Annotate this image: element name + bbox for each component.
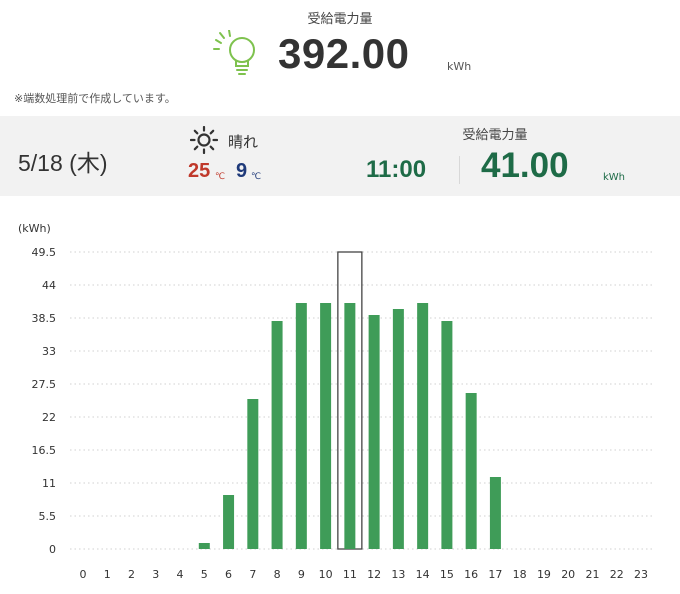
- summary-unit: kWh: [447, 60, 472, 73]
- x-tick-label: 12: [367, 568, 381, 581]
- bar-hour-13[interactable]: [392, 309, 404, 549]
- x-tick-label: 1: [104, 568, 111, 581]
- x-tick-label: 6: [225, 568, 232, 581]
- bar-hour-8[interactable]: [271, 321, 283, 549]
- y-tick-label: 44: [42, 279, 56, 292]
- x-tick-label: 22: [610, 568, 624, 581]
- y-tick-label: 5.5: [39, 510, 57, 523]
- selected-value: 41.00: [481, 146, 569, 185]
- x-tick-label: 4: [177, 568, 184, 581]
- bar-hour-15[interactable]: [441, 321, 453, 549]
- bars: [198, 251, 501, 550]
- x-axis-ticks: 0 1 2 3 4 5 6 7 8 9 10 11 12 13 14 15 16 17 18 19 20 21 22 23: [80, 568, 648, 581]
- x-tick-label: 19: [537, 568, 551, 581]
- summary-label: 受給電力量: [307, 12, 373, 27]
- x-tick-label: 21: [585, 568, 599, 581]
- bar-hour-17[interactable]: [489, 477, 501, 549]
- y-tick-label: 49.5: [32, 246, 57, 259]
- x-tick-label: 10: [319, 568, 333, 581]
- bar-hour-14[interactable]: [417, 303, 429, 549]
- x-tick-label: 0: [80, 568, 87, 581]
- y-tick-label: 27.5: [32, 378, 57, 391]
- bar-hour-7[interactable]: [247, 399, 259, 549]
- y-axis-label: (kWh): [18, 222, 51, 235]
- x-tick-label: 9: [298, 568, 305, 581]
- bar-hour-10[interactable]: [320, 303, 332, 549]
- y-tick-label: 0: [49, 543, 56, 556]
- x-tick-label: 23: [634, 568, 648, 581]
- y-tick-label: 16.5: [32, 444, 57, 457]
- y-tick-label: 22: [42, 411, 56, 424]
- x-tick-label: 14: [416, 568, 430, 581]
- day-info-bar: 5/18 (木): [0, 116, 680, 196]
- sun-icon: [190, 126, 218, 154]
- y-tick-label: 33: [42, 345, 56, 358]
- temp-low-unit: ℃: [251, 172, 262, 182]
- y-axis-ticks: 0 5.5 11 16.5 22 27.5 33 38.5 44 49.5: [32, 246, 57, 556]
- temp-high-unit: ℃: [215, 172, 226, 182]
- rounding-note: ※端数処理前で作成しています。: [14, 92, 176, 105]
- x-tick-label: 18: [513, 568, 527, 581]
- selected-label: 受給電力量: [462, 128, 528, 143]
- bar-hour-11[interactable]: [344, 303, 356, 549]
- x-tick-label: 16: [464, 568, 478, 581]
- x-tick-label: 15: [440, 568, 454, 581]
- y-tick-label: 11: [42, 477, 56, 490]
- date-label: 5/18 (木): [18, 150, 108, 176]
- summary-value: 392.00: [278, 30, 410, 77]
- temp-low: 9: [236, 160, 248, 182]
- bar-hour-9[interactable]: [295, 303, 307, 549]
- bar-hour-16[interactable]: [465, 393, 477, 549]
- selected-divider: [459, 156, 460, 184]
- bar-hour-12[interactable]: [368, 315, 380, 549]
- x-tick-label: 3: [152, 568, 159, 581]
- y-tick-label: 38.5: [32, 312, 57, 325]
- x-tick-label: 8: [274, 568, 281, 581]
- lightbulb-icon: [213, 30, 255, 75]
- x-tick-label: 11: [343, 568, 357, 581]
- x-tick-label: 2: [128, 568, 135, 581]
- x-tick-label: 7: [249, 568, 256, 581]
- selected-unit: kWh: [603, 172, 626, 183]
- selected-time: 11:00: [366, 156, 427, 183]
- x-tick-label: 20: [561, 568, 575, 581]
- weather-text: 晴れ: [228, 133, 259, 151]
- bar-hour-5[interactable]: [198, 543, 210, 549]
- temp-high: 25: [188, 160, 211, 182]
- x-tick-label: 13: [391, 568, 405, 581]
- bar-hour-6[interactable]: [223, 495, 235, 549]
- x-tick-label: 5: [201, 568, 208, 581]
- x-tick-label: 17: [488, 568, 502, 581]
- summary-panel: 受給電力量 392.00 kWh ※端数処理前で作成しています。: [0, 0, 680, 116]
